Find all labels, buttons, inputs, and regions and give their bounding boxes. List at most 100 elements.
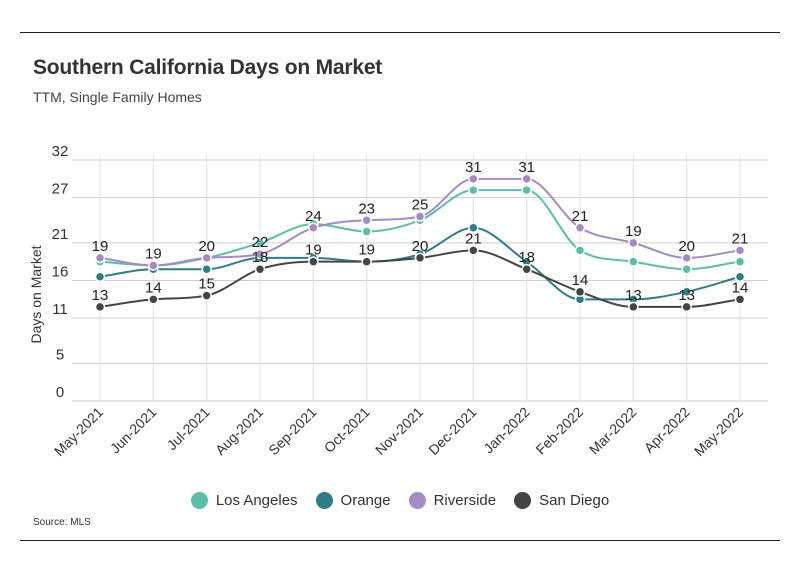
data-label-san-diego: 19 [358,242,375,259]
x-tick-label: Jan-2022 [480,404,533,457]
data-label-riverside: 24 [305,208,322,225]
data-label-san-diego: 18 [518,249,535,266]
marker-riverside [361,215,372,226]
source-note: Source: MLS [33,517,91,528]
x-tick-label: Mar-2022 [586,404,640,458]
legend-swatch-los-angeles [190,492,208,509]
x-tick-label: May-2022 [691,404,746,459]
marker-san-diego [94,301,106,313]
data-label-riverside: 22 [252,234,269,251]
legend-label-orange: Orange [340,492,391,509]
bottom-rule [20,540,780,541]
marker-orange [94,271,106,282]
marker-los-angeles [574,245,586,256]
data-label-san-diego: 14 [145,279,162,296]
marker-los-angeles [254,237,266,249]
marker-los-angeles [468,184,479,196]
marker-los-angeles [521,184,532,196]
data-label-riverside: 19 [145,245,162,262]
y-tick-label: 0 [56,384,64,401]
data-label-san-diego: 13 [625,287,642,304]
legend-item-orange: Orange [315,492,391,509]
data-label-riverside: 31 [518,159,535,176]
marker-san-diego [201,290,212,301]
marker-los-angeles [681,263,692,275]
marker-los-angeles [361,226,372,237]
data-label-riverside: 25 [412,196,429,213]
marker-san-diego [308,256,319,267]
x-tick-label: Aug-2021 [212,404,266,458]
marker-san-diego [148,294,159,305]
y-tick-label: 11 [52,301,68,318]
marker-riverside [148,260,159,271]
top-rule [20,32,780,33]
marker-riverside [734,245,746,256]
marker-riverside [254,248,266,260]
y-tick-label: 32 [52,143,69,160]
x-tick-label: Dec-2021 [425,404,479,458]
x-tick-label: Oct-2021 [321,404,373,456]
marker-los-angeles [734,256,746,267]
data-label-san-diego: 15 [198,276,215,293]
legend-label-san-diego: San Diego [539,492,610,509]
marker-orange [201,263,212,275]
marker-los-angeles [628,256,639,267]
y-tick-label: 27 [52,181,69,198]
legend-item-san-diego: San Diego [514,492,609,509]
marker-riverside [201,252,212,264]
marker-san-diego [361,256,372,267]
marker-orange [734,271,746,282]
legend-swatch-riverside [408,492,426,509]
marker-riverside [681,252,692,264]
data-label-san-diego: 13 [92,287,109,304]
data-label-riverside: 20 [678,238,695,255]
legend: Los Angeles Orange Riverside San Diego [0,492,800,509]
legend-item-riverside: Riverside [408,492,497,509]
marker-san-diego [414,252,426,264]
legend-swatch-san-diego [514,492,532,509]
marker-san-diego [254,263,266,275]
data-label-riverside: 21 [732,230,749,247]
marker-san-diego [521,263,532,275]
x-tick-label: May-2021 [51,404,106,459]
marker-riverside [521,173,532,185]
marker-riverside [94,252,106,264]
data-label-riverside: 20 [198,238,215,255]
marker-orange [681,286,692,298]
data-label-riverside: 19 [92,238,109,255]
x-tick-label: Jul-2021 [164,404,213,453]
data-label-san-diego: 13 [678,287,695,304]
y-tick-label: 16 [52,264,69,281]
data-label-san-diego: 14 [572,272,589,289]
legend-swatch-orange [315,492,333,509]
legend-label-los-angeles: Los Angeles [215,492,298,509]
data-label-riverside: 23 [358,200,375,217]
data-label-san-diego: 19 [305,242,322,259]
legend-item-los-angeles: Los Angeles [190,492,298,509]
y-tick-label: 5 [56,346,64,363]
marker-san-diego [574,286,586,298]
x-tick-label: Apr-2022 [641,404,693,456]
chart-subtitle: TTM, Single Family Homes [33,89,202,105]
legend-label-riverside: Riverside [433,492,497,509]
marker-riverside [468,173,479,185]
x-tick-label: Jun-2021 [107,404,160,457]
data-label-san-diego: 21 [465,230,482,247]
data-label-san-diego: 20 [412,238,429,255]
marker-riverside [628,237,639,249]
marker-san-diego [734,294,746,305]
y-tick-label: 21 [52,226,69,243]
data-label-san-diego: 14 [732,279,749,296]
marker-san-diego [468,245,479,256]
y-axis-label: Days on Market [28,245,44,343]
x-tick-label: Nov-2021 [372,404,426,458]
marker-san-diego [681,301,692,313]
marker-riverside [574,222,586,234]
marker-san-diego [628,301,639,313]
data-label-riverside: 21 [572,208,589,225]
data-label-san-diego: 18 [252,249,269,266]
marker-riverside [414,211,426,222]
data-label-riverside: 31 [465,159,482,176]
marker-riverside [308,222,319,234]
